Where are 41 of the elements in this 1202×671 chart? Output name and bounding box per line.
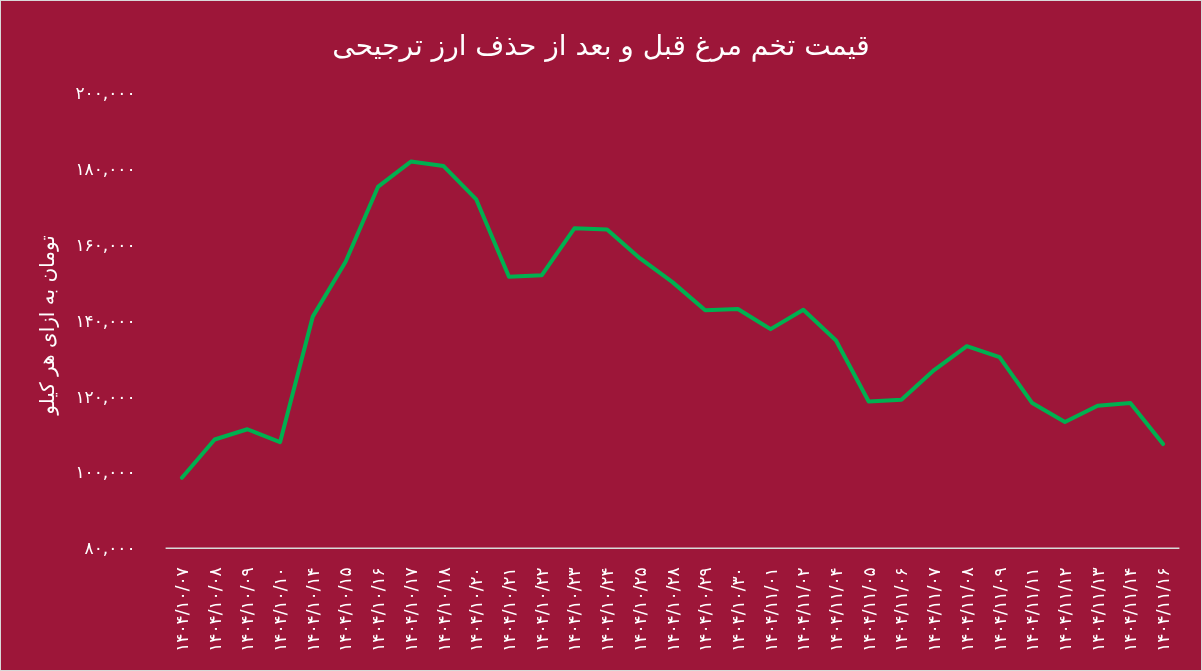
x-tick-label: ۱۴۰۴/۱۱/۱۱	[1022, 567, 1043, 652]
x-tick-label: ۱۴۰۴/۱۱/۰۵	[858, 567, 879, 652]
x-tick-label: ۱۴۰۴/۱۱/۰۲	[793, 567, 814, 652]
y-tick-label: ۱۶۰,۰۰۰	[75, 234, 136, 255]
x-tick-label: ۱۴۰۴/۱۱/۰۱	[760, 567, 781, 652]
x-tick-label: ۱۴۰۴/۱۰/۲۸	[662, 567, 683, 652]
x-tick-label: ۱۴۰۴/۱۰/۱۰	[270, 567, 291, 652]
x-tick-label: ۱۴۰۴/۱۰/۲۱	[498, 567, 519, 652]
x-tick-label: ۱۴۰۴/۱۱/۰۷	[924, 567, 945, 652]
y-axis-title: تومان به ازای هر کیلو	[35, 235, 59, 416]
x-tick-label: ۱۴۰۴/۱۰/۱۷	[400, 567, 421, 652]
x-tick-label: ۱۴۰۴/۱۰/۱۶	[368, 567, 389, 652]
x-tick-label: ۱۴۰۴/۱۱/۱۴	[1120, 567, 1141, 652]
x-tick-label: ۱۴۰۴/۱۱/۰۸	[956, 567, 977, 652]
x-tick-label: ۱۴۰۴/۱۰/۲۰	[466, 567, 487, 652]
x-tick-label: ۱۴۰۴/۱۱/۱۳	[1087, 567, 1108, 652]
x-tick-label: ۱۴۰۴/۱۱/۰۴	[826, 567, 847, 652]
x-tick-label: ۱۴۰۴/۱۰/۲۵	[629, 567, 650, 652]
y-tick-label: ۱۰۰,۰۰۰	[75, 462, 136, 483]
x-tick-label: ۱۴۰۴/۱۰/۱۸	[433, 567, 454, 652]
chart-title: قیمت تخم مرغ قبل و بعد از حذف ارز ترجیحی	[332, 28, 870, 62]
y-tick-label: ۸۰,۰۰۰	[84, 538, 136, 559]
x-tick-label: ۱۴۰۴/۱۰/۲۴	[597, 567, 618, 652]
y-tick-label: ۱۴۰,۰۰۰	[75, 310, 136, 331]
x-tick-label: ۱۴۰۴/۱۱/۰۶	[891, 567, 912, 652]
x-tick-label: ۱۴۰۴/۱۰/۰۹	[237, 567, 258, 652]
x-tick-label: ۱۴۰۴/۱۰/۱۵	[335, 567, 356, 652]
y-tick-label: ۱۸۰,۰۰۰	[75, 159, 136, 180]
y-tick-label: ۲۰۰,۰۰۰	[75, 83, 136, 104]
x-tick-label: ۱۴۰۴/۱۰/۰۸	[204, 567, 225, 652]
x-tick-label: ۱۴۰۴/۱۰/۲۲	[531, 567, 552, 652]
x-tick-label: ۱۴۰۴/۱۱/۱۶	[1153, 567, 1174, 652]
x-tick-label: ۱۴۰۴/۱۰/۲۹	[695, 567, 716, 652]
x-tick-label: ۱۴۰۴/۱۰/۰۷	[171, 567, 192, 652]
x-tick-label: ۱۴۰۴/۱۰/۲۳	[564, 567, 585, 652]
line-series	[179, 159, 1166, 480]
x-tick-label: ۱۴۰۴/۱۱/۰۹	[989, 567, 1010, 652]
y-tick-label: ۱۲۰,۰۰۰	[75, 386, 136, 407]
x-tick-label: ۱۴۰۴/۱۰/۱۴	[302, 567, 323, 652]
x-tick-label: ۱۴۰۴/۱۰/۳۰	[727, 567, 748, 652]
x-tick-label: ۱۴۰۴/۱۱/۱۲	[1054, 567, 1075, 652]
